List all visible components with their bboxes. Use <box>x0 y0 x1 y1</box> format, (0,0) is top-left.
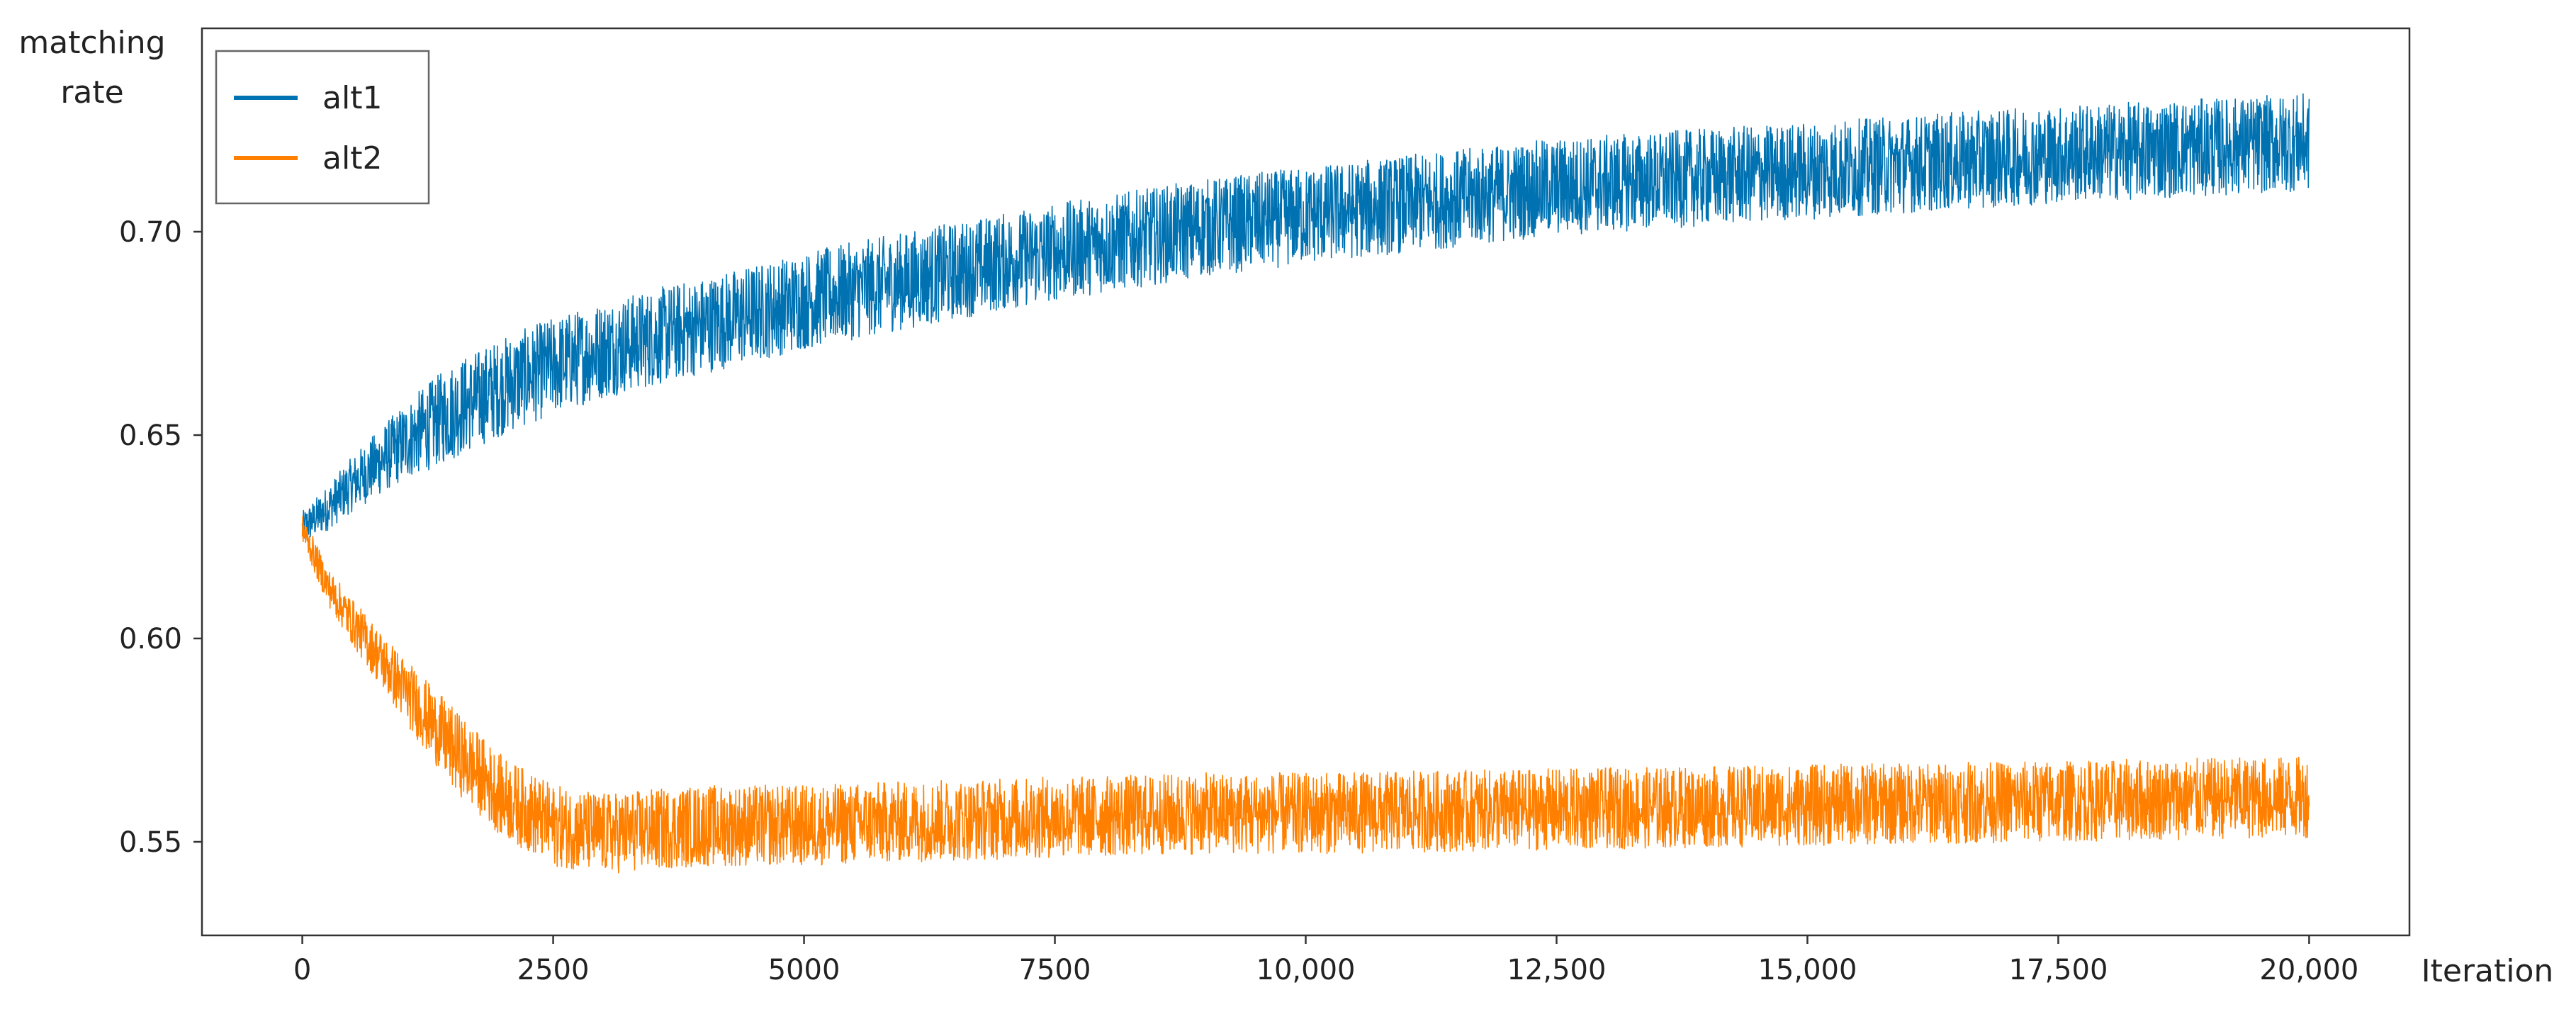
series-layer <box>301 93 2310 874</box>
x-tick-label: 5000 <box>768 954 840 986</box>
x-tick-label: 20,000 <box>2259 954 2358 986</box>
y-tick-label: 0.65 <box>119 420 182 452</box>
x-tick-label: 15,000 <box>1757 954 1857 986</box>
legend-frame <box>215 50 430 205</box>
x-axis: 0 2500 5000 7500 10,000 12,500 15,000 17,500 20,… <box>293 935 2358 986</box>
y-axis-label-line1: matching <box>18 25 165 61</box>
x-tick-label: 7500 <box>1019 954 1091 986</box>
series-line-alt1 <box>301 93 2310 539</box>
y-axis: 0.55 0.60 0.65 0.70 <box>119 216 202 859</box>
x-tick-label: 12,500 <box>1507 954 1606 986</box>
x-tick-label: 2500 <box>517 954 590 986</box>
legend-label-alt1: alt1 <box>322 80 382 116</box>
y-tick-label: 0.60 <box>119 623 182 655</box>
legend: alt1 alt2 <box>215 50 430 205</box>
legend-label-alt2: alt2 <box>322 140 382 176</box>
y-tick-label: 0.70 <box>119 216 182 249</box>
x-tick-label: 0 <box>293 954 311 986</box>
y-axis-label-line2: rate <box>60 74 123 111</box>
series-line-alt2 <box>301 515 2310 874</box>
y-tick-label: 0.55 <box>119 826 182 859</box>
x-tick-label: 10,000 <box>1256 954 1356 986</box>
x-axis-label: Iteration <box>2422 953 2554 989</box>
x-tick-label: 17,500 <box>2008 954 2108 986</box>
